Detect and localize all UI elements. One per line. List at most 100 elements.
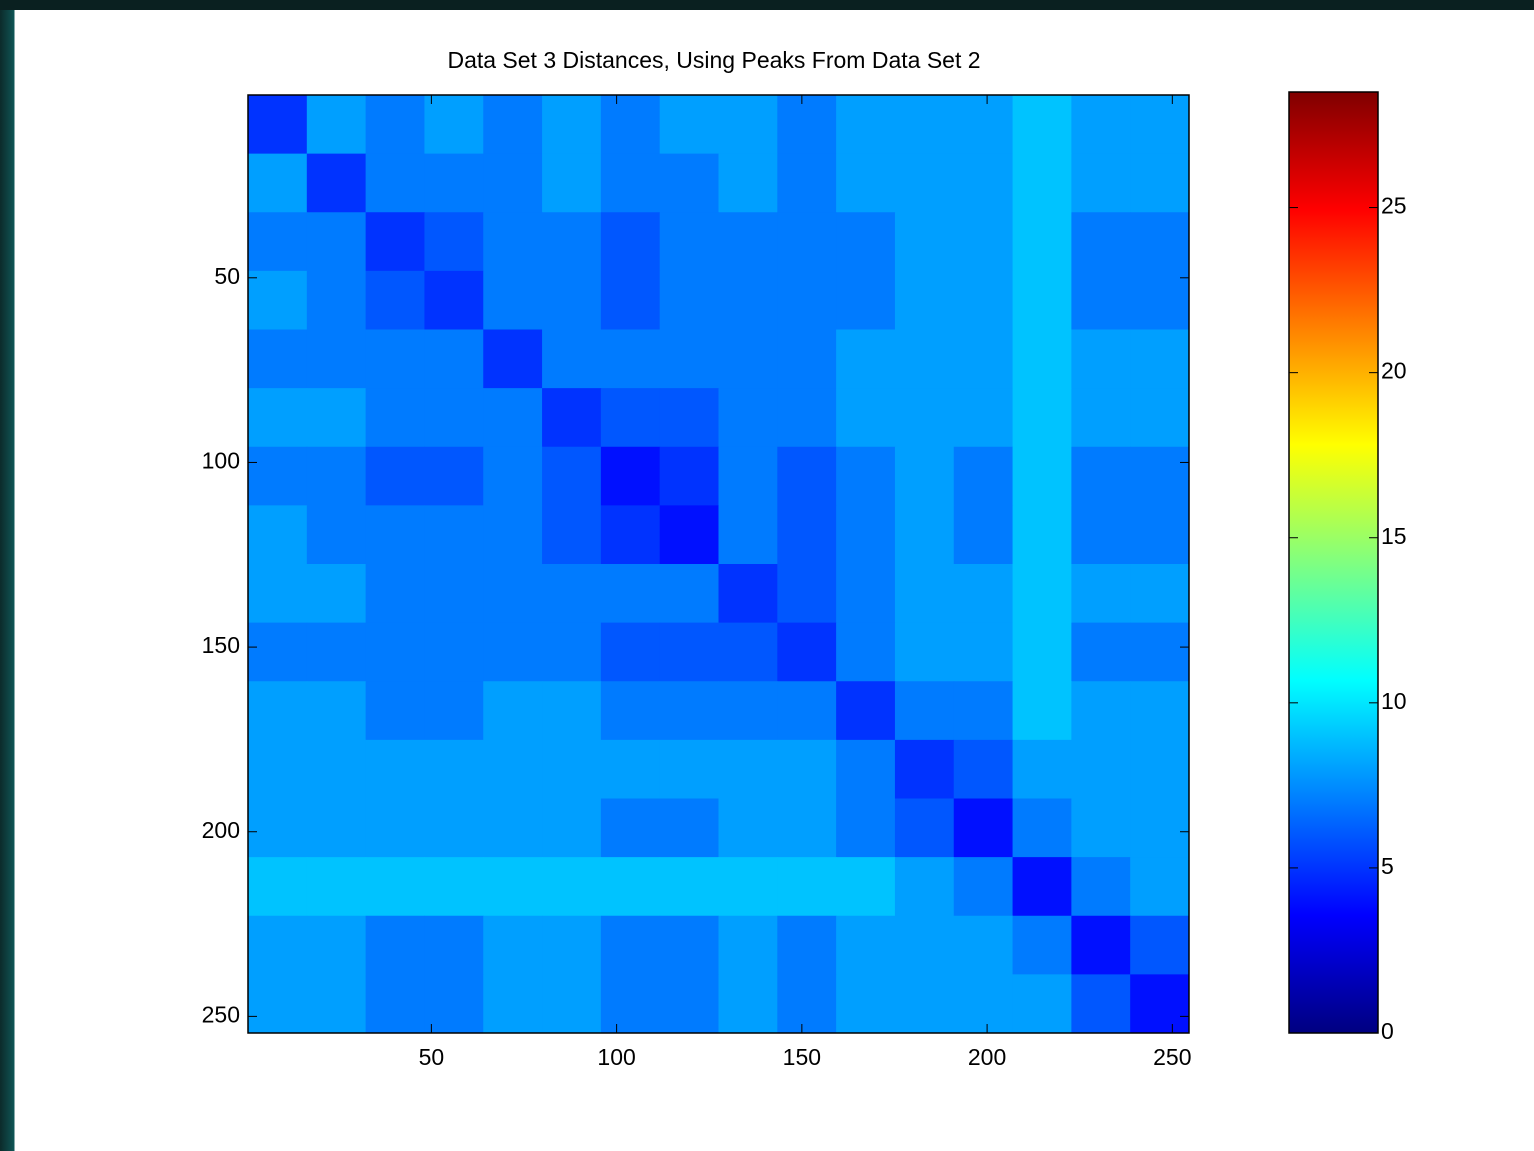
heatmap-cell xyxy=(1012,95,1072,155)
heatmap-cell xyxy=(777,857,837,917)
heatmap-cell xyxy=(953,622,1014,682)
heatmap-cell xyxy=(777,388,837,448)
heatmap-cell xyxy=(1012,446,1072,506)
heatmap-cell xyxy=(483,95,543,155)
heatmap-cell xyxy=(953,329,1014,389)
heatmap-cell xyxy=(306,270,367,330)
heatmap-cell xyxy=(424,798,484,858)
heatmap-cell xyxy=(1012,388,1072,448)
heatmap-cell xyxy=(1071,270,1131,330)
heatmap-cell xyxy=(248,739,308,799)
heatmap-cell xyxy=(659,798,719,858)
heatmap-cell xyxy=(1071,857,1131,917)
heatmap-cell xyxy=(659,329,719,389)
heatmap-cell xyxy=(248,153,308,213)
heatmap-cell xyxy=(718,446,778,506)
heatmap-cell xyxy=(424,95,484,155)
heatmap-cell xyxy=(659,446,719,506)
heatmap-cell xyxy=(306,681,367,741)
heatmap-cell xyxy=(1071,505,1131,565)
heatmap-cell xyxy=(1130,857,1190,917)
heatmap-cell xyxy=(365,329,425,389)
heatmap-cell xyxy=(306,446,367,506)
heatmap-cell xyxy=(542,505,602,565)
heatmap-cell xyxy=(718,622,778,682)
heatmap-cell xyxy=(1071,153,1131,213)
heatmap-cell xyxy=(836,798,896,858)
heatmap-cell xyxy=(542,974,602,1034)
heatmap-cell xyxy=(718,95,778,155)
heatmap-cell xyxy=(542,153,602,213)
heatmap-cell xyxy=(1071,564,1131,624)
heatmap-cell xyxy=(483,974,543,1034)
heatmap-cell xyxy=(836,212,896,272)
heatmap-cell xyxy=(659,212,719,272)
heatmap-cell xyxy=(836,446,896,506)
heatmap-cell xyxy=(836,329,896,389)
heatmap-cell xyxy=(894,95,955,155)
heatmap-cell xyxy=(894,739,955,799)
heatmap-cell xyxy=(953,564,1014,624)
heatmap-cell xyxy=(600,505,661,565)
heatmap-cell xyxy=(365,505,425,565)
heatmap-cell xyxy=(953,388,1014,448)
heatmap-cell xyxy=(659,505,719,565)
heatmap-cell xyxy=(600,798,661,858)
heatmap-cell xyxy=(1130,270,1190,330)
heatmap-cell xyxy=(953,739,1014,799)
heatmap-cell xyxy=(1071,446,1131,506)
heatmap-cell xyxy=(365,446,425,506)
heatmap-cell xyxy=(483,681,543,741)
heatmap-cell xyxy=(953,857,1014,917)
heatmap-cell xyxy=(836,505,896,565)
heatmap-cell xyxy=(424,212,484,272)
heatmap-cell xyxy=(659,915,719,975)
heatmap-cell xyxy=(777,95,837,155)
heatmap-cell xyxy=(836,974,896,1034)
heatmap-cell xyxy=(248,388,308,448)
heatmap-cell xyxy=(718,915,778,975)
heatmap-cell xyxy=(1012,212,1072,272)
heatmap-cell xyxy=(365,270,425,330)
heatmap-cell xyxy=(659,95,719,155)
heatmap-cell xyxy=(600,681,661,741)
heatmap-cell xyxy=(306,95,367,155)
heatmap-cell xyxy=(953,974,1014,1034)
heatmap-cell xyxy=(248,270,308,330)
heatmap-cell xyxy=(248,857,308,917)
x-tick-label: 150 xyxy=(783,1044,821,1070)
heatmap-cell xyxy=(248,622,308,682)
heatmap-cell xyxy=(542,95,602,155)
heatmap-cell xyxy=(1130,974,1190,1034)
y-tick-label: 100 xyxy=(202,448,240,474)
heatmap-cell xyxy=(659,388,719,448)
heatmap-cell xyxy=(365,739,425,799)
heatmap-cell xyxy=(659,739,719,799)
heatmap-cell xyxy=(483,739,543,799)
heatmap-cell xyxy=(600,564,661,624)
heatmap-cell xyxy=(600,329,661,389)
heatmap-cell xyxy=(1012,505,1072,565)
heatmap-cell xyxy=(1071,974,1131,1034)
heatmap-cell xyxy=(483,388,543,448)
y-tick-label: 200 xyxy=(202,817,240,843)
heatmap-cell xyxy=(777,212,837,272)
heatmap-cell xyxy=(836,739,896,799)
heatmap-cell xyxy=(365,212,425,272)
heatmap-cell xyxy=(894,798,955,858)
heatmap-cell xyxy=(306,798,367,858)
heatmap-cell xyxy=(424,622,484,682)
colorbar-tick-label: 5 xyxy=(1381,853,1394,879)
heatmap-cell xyxy=(365,564,425,624)
x-tick-label: 50 xyxy=(419,1044,445,1070)
heatmap-cell xyxy=(1012,564,1072,624)
heatmap-cell xyxy=(718,681,778,741)
heatmap-cell xyxy=(777,974,837,1034)
heatmap-cell xyxy=(483,564,543,624)
heatmap-cell xyxy=(1071,798,1131,858)
heatmap-cell xyxy=(1012,857,1072,917)
heatmap-cell xyxy=(248,681,308,741)
heatmap-cell xyxy=(1130,505,1190,565)
heatmap-cell xyxy=(718,505,778,565)
